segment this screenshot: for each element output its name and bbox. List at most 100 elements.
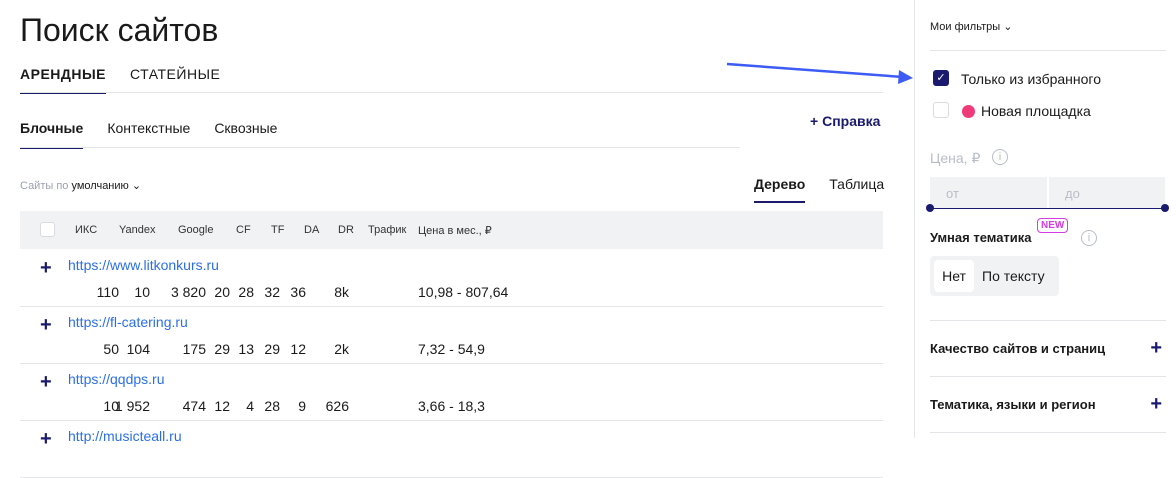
col-cf[interactable]: CF	[236, 224, 251, 236]
cell-v6: 12	[290, 341, 306, 357]
help-label: Справка	[822, 113, 881, 129]
cell-v1: 10	[134, 284, 150, 300]
plus-icon[interactable]: +	[40, 257, 52, 279]
my-filters-dropdown[interactable]: Мои фильтры ⌄	[930, 20, 1012, 33]
cell-v5: 32	[264, 284, 280, 300]
cell-v7: 8k	[334, 284, 349, 300]
plus-icon: +	[810, 113, 823, 129]
smart-topic-toggle: Нет По тексту	[930, 256, 1059, 296]
select-all-checkbox[interactable]	[40, 222, 55, 237]
option-by-text[interactable]: По тексту	[982, 268, 1045, 284]
sidebar-divider	[914, 0, 915, 438]
table-row[interactable]: + https://fl-catering.ru 50 104 175 29 13 29 12 2…	[20, 307, 883, 364]
tab-through[interactable]: Сквозные	[214, 120, 278, 136]
help-button[interactable]: + Справка	[810, 113, 880, 129]
new-site-dot-icon	[962, 105, 975, 118]
cell-v3: 29	[214, 341, 230, 357]
cell-v6: 36	[290, 284, 306, 300]
price-from-input[interactable]: от	[930, 177, 1047, 208]
divider	[930, 320, 1166, 321]
table-header: ИКС Yandex Google CF TF DA DR Трафик Цен…	[20, 211, 883, 249]
cell-price: 3,66 - 18,3	[418, 398, 485, 414]
section-quality-label: Качество сайтов и страниц	[930, 341, 1106, 356]
divider	[930, 376, 1166, 377]
cell-v0: 50	[103, 341, 119, 357]
col-price[interactable]: Цена в мес., ₽	[418, 225, 492, 237]
sub-tabs: Блочные Контекстные Сквозные	[20, 120, 277, 149]
tab-articles[interactable]: СТАТЕЙНЫЕ	[130, 66, 221, 82]
tab-tree[interactable]: Дерево	[754, 176, 806, 203]
col-dr[interactable]: DR	[338, 224, 354, 236]
cell-v2: 175	[182, 341, 206, 357]
plus-icon[interactable]: +	[40, 314, 52, 336]
option-no[interactable]: Нет	[934, 260, 974, 292]
cell-v6: 9	[298, 398, 306, 414]
cell-v1: 1 952	[114, 398, 150, 414]
col-google[interactable]: Google	[178, 224, 214, 236]
tab-table[interactable]: Таблица	[829, 176, 885, 192]
section-topics[interactable]: Тематика, языки и регион +	[930, 393, 1166, 415]
chevron-down-icon: ⌄	[131, 180, 142, 192]
table-row[interactable]: + http://musicteall.ru	[20, 421, 883, 478]
divider	[20, 92, 883, 93]
sort-prefix: Сайты по	[20, 180, 69, 192]
divider	[930, 432, 1166, 433]
view-tabs: Дерево Таблица	[754, 176, 884, 203]
col-da[interactable]: DA	[304, 224, 320, 236]
col-iks[interactable]: ИКС	[75, 224, 98, 236]
tab-block[interactable]: Блочные	[20, 120, 84, 149]
cell-v4: 4	[246, 398, 254, 414]
smart-topic-label: Умная тематика	[930, 230, 1032, 245]
site-link[interactable]: http://musicteall.ru	[68, 428, 182, 444]
annotation-arrow-icon	[726, 62, 913, 84]
plus-icon[interactable]: +	[40, 371, 52, 393]
cell-v2: 3 820	[170, 284, 206, 300]
cell-v4: 13	[238, 341, 254, 357]
new-badge: NEW	[1037, 218, 1069, 233]
cell-v7: 2k	[334, 341, 349, 357]
plus-icon: +	[1150, 393, 1162, 415]
cell-v1: 104	[126, 341, 150, 357]
page-title: Поиск сайтов	[20, 12, 219, 48]
table-row[interactable]: + https://www.litkonkurs.ru 110 10 3 820 20 28…	[20, 250, 883, 307]
info-icon[interactable]: i	[992, 149, 1008, 165]
cell-v0: 110	[96, 284, 119, 300]
section-quality[interactable]: Качество сайтов и страниц +	[930, 337, 1166, 359]
price-label: Цена, ₽	[930, 150, 981, 166]
plus-icon[interactable]: +	[40, 428, 52, 450]
chevron-down-icon: ⌄	[1003, 21, 1013, 33]
price-slider-track[interactable]	[930, 208, 1166, 209]
info-icon[interactable]: i	[1081, 230, 1097, 246]
cell-v4: 28	[238, 284, 254, 300]
tab-context[interactable]: Контекстные	[107, 120, 191, 136]
only-favorites-label: Только из избранного	[961, 71, 1101, 87]
site-link[interactable]: https://www.litkonkurs.ru	[68, 257, 219, 273]
price-slider-max-handle[interactable]	[1161, 204, 1169, 212]
cell-v3: 12	[214, 398, 230, 414]
new-site-checkbox[interactable]	[933, 102, 949, 118]
site-link[interactable]: https://qqdps.ru	[68, 371, 165, 387]
plus-icon: +	[1150, 337, 1162, 359]
my-filters-label: Мои фильтры	[930, 21, 1001, 33]
cell-v3: 20	[214, 284, 230, 300]
cell-v5: 29	[264, 341, 280, 357]
only-favorites-checkbox[interactable]: ✓	[933, 70, 949, 86]
col-traffic[interactable]: Трафик	[368, 224, 407, 236]
cell-v7: 626	[325, 398, 349, 414]
price-to-input[interactable]: до	[1049, 177, 1165, 208]
divider	[930, 50, 1166, 51]
cell-price: 10,98 - 807,64	[418, 284, 509, 300]
cell-price: 7,32 - 54,9	[418, 341, 485, 357]
col-tf[interactable]: TF	[271, 224, 285, 236]
main-tabs: АРЕНДНЫЕ СТАТЕЙНЫЕ	[20, 66, 220, 94]
new-site-label: Новая площадка	[981, 103, 1091, 119]
col-yandex[interactable]: Yandex	[119, 224, 156, 236]
cell-v0: 10	[103, 398, 119, 414]
sort-dropdown[interactable]: Сайты по умолчанию ⌄	[20, 179, 141, 192]
price-slider-min-handle[interactable]	[926, 204, 934, 212]
section-topics-label: Тематика, языки и регион	[930, 397, 1096, 412]
tab-rent[interactable]: АРЕНДНЫЕ	[20, 66, 107, 94]
cell-v5: 28	[264, 398, 280, 414]
site-link[interactable]: https://fl-catering.ru	[68, 314, 188, 330]
table-row[interactable]: + https://qqdps.ru 10 1 952 474 12 4 28 9 626 3,66…	[20, 364, 883, 421]
